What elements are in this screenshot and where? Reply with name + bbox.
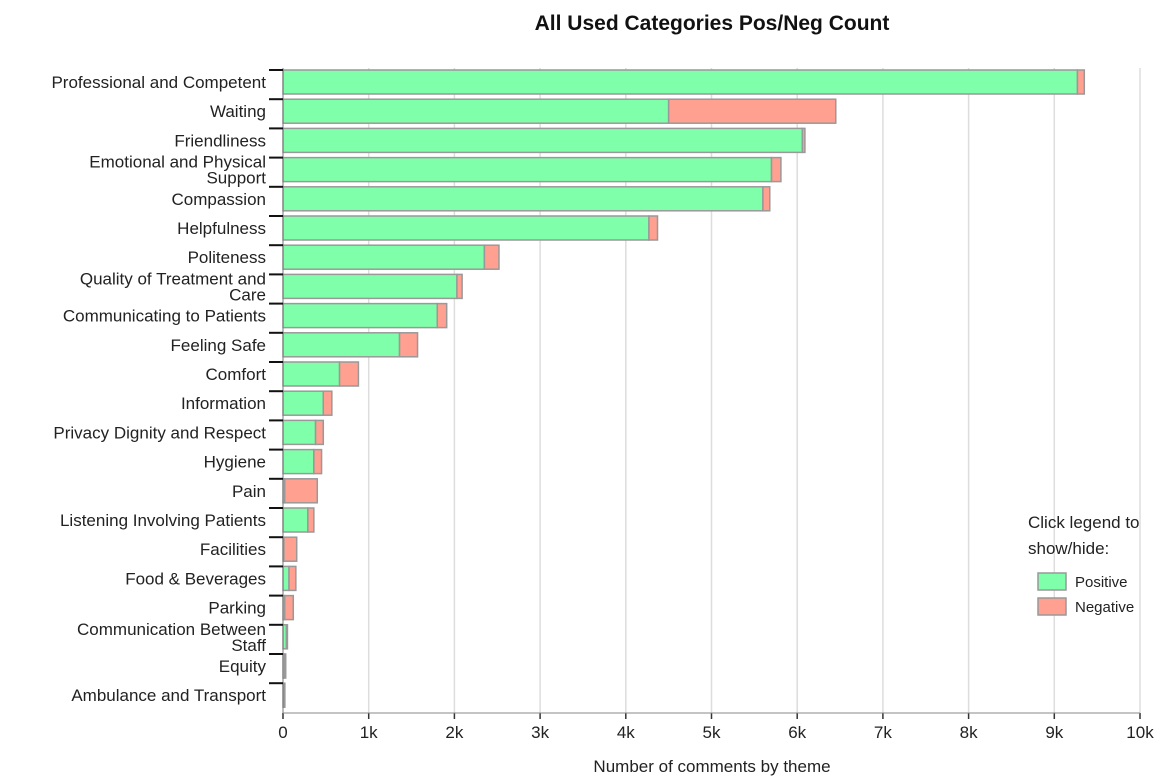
category-label-3-line-1: Support bbox=[206, 169, 266, 188]
bar-negative-13 bbox=[313, 448, 323, 475]
category-label-15: Listening Involving Patients bbox=[60, 511, 266, 530]
bar-negative-16 bbox=[283, 536, 298, 562]
bar-negative-15 bbox=[307, 507, 315, 533]
x-tick-label-4: 4k bbox=[617, 723, 635, 742]
bar-positive-10 bbox=[282, 361, 341, 387]
bar-negative-3 bbox=[770, 156, 782, 183]
category-label-18: Parking bbox=[208, 599, 266, 618]
chart-title: All Used Categories Pos/Neg Count bbox=[535, 12, 890, 35]
bar-positive-4 bbox=[282, 186, 764, 212]
bar-positive-5 bbox=[282, 215, 650, 241]
category-label-10: Comfort bbox=[206, 365, 267, 384]
bar-negative-0 bbox=[1076, 69, 1086, 95]
bar-negative-5 bbox=[648, 215, 659, 241]
bar-negative-12 bbox=[314, 419, 325, 446]
category-label-21: Ambulance and Transport bbox=[71, 686, 266, 705]
bar-positive-12 bbox=[282, 419, 317, 446]
category-label-17: Food & Beverages bbox=[125, 569, 266, 588]
bar-positive-3 bbox=[282, 156, 773, 183]
bar-positive-6 bbox=[282, 244, 486, 270]
category-label-16: Facilities bbox=[200, 540, 266, 559]
bar-negative-14 bbox=[283, 478, 319, 504]
bar-positive-2 bbox=[282, 127, 804, 154]
legend-item-positive[interactable]: Positive bbox=[1037, 572, 1128, 591]
category-label-11: Information bbox=[181, 394, 266, 413]
category-label-3-line-0: Emotional and Physical bbox=[89, 153, 266, 172]
bar-negative-20 bbox=[283, 653, 287, 679]
bars bbox=[282, 69, 1086, 708]
x-tick-label-1: 1k bbox=[360, 723, 378, 742]
category-label-1: Waiting bbox=[210, 102, 266, 121]
legend-swatch-negative bbox=[1037, 597, 1067, 616]
bar-positive-0 bbox=[282, 69, 1079, 95]
legend-swatch-positive bbox=[1037, 572, 1067, 591]
bar-positive-1 bbox=[282, 98, 670, 124]
bar-negative-7 bbox=[456, 273, 463, 300]
x-tick-label-0: 0 bbox=[278, 723, 287, 742]
category-label-19-line-0: Communication Between bbox=[77, 620, 266, 639]
bar-negative-17 bbox=[288, 565, 297, 592]
bar-negative-6 bbox=[483, 244, 500, 270]
bar-positive-13 bbox=[282, 448, 315, 475]
bar-negative-9 bbox=[398, 332, 419, 358]
bar-negative-1 bbox=[667, 98, 837, 124]
bar-negative-11 bbox=[322, 390, 333, 416]
bar-positive-8 bbox=[282, 302, 439, 329]
x-tick-label-7: 7k bbox=[874, 723, 892, 742]
x-tick-label-5: 5k bbox=[703, 723, 721, 742]
y-axis: Professional and Competent Waiting Friendl… bbox=[51, 68, 284, 713]
category-label-7-line-1: Care bbox=[229, 285, 266, 304]
category-label-8: Communicating to Patients bbox=[63, 307, 266, 326]
category-label-6: Politeness bbox=[188, 248, 266, 267]
x-tick-label-8: 8k bbox=[960, 723, 978, 742]
bar-positive-17 bbox=[282, 565, 290, 592]
category-label-13: Hygiene bbox=[204, 453, 266, 472]
x-tick-label-10: 10k bbox=[1126, 723, 1154, 742]
x-tick-label-9: 9k bbox=[1045, 723, 1063, 742]
bar-negative-8 bbox=[436, 302, 448, 329]
x-tick-label-6: 6k bbox=[788, 723, 806, 742]
bar-negative-19 bbox=[285, 624, 289, 650]
bar-negative-2 bbox=[801, 127, 806, 154]
category-label-2: Friendliness bbox=[174, 131, 266, 150]
bar-positive-15 bbox=[282, 507, 309, 533]
category-label-12: Privacy Dignity and Respect bbox=[53, 423, 266, 442]
x-tick-label-3: 3k bbox=[531, 723, 549, 742]
legend-help-text-1: show/hide: bbox=[1028, 539, 1109, 558]
bar-negative-21 bbox=[283, 682, 286, 708]
category-label-19-line-1: Staff bbox=[231, 636, 266, 655]
legend-item-negative[interactable]: Negative bbox=[1037, 597, 1134, 616]
category-label-14: Pain bbox=[232, 482, 266, 501]
legend-help-text-0: Click legend to bbox=[1028, 513, 1140, 532]
category-label-0: Professional and Competent bbox=[51, 73, 266, 92]
category-label-9: Feeling Safe bbox=[171, 336, 266, 355]
bar-negative-4 bbox=[762, 186, 771, 212]
legend: Click legend to show/hide: Positive Negativ… bbox=[1028, 513, 1140, 616]
bar-positive-11 bbox=[282, 390, 325, 416]
x-tick-label-2: 2k bbox=[445, 723, 463, 742]
category-label-7-line-0: Quality of Treatment and bbox=[80, 269, 266, 288]
category-label-20: Equity bbox=[219, 657, 267, 676]
legend-label-positive: Positive bbox=[1075, 574, 1128, 591]
bar-positive-7 bbox=[282, 273, 458, 300]
category-label-5: Helpfulness bbox=[177, 219, 266, 238]
bar-negative-18 bbox=[283, 594, 295, 621]
bar-positive-9 bbox=[282, 332, 401, 358]
x-axis: 0 1k 2k 3k 4k 5k 6k 7k 8k 9k 10k bbox=[278, 712, 1154, 742]
x-axis-label: Number of comments by theme bbox=[593, 757, 830, 776]
bar-negative-10 bbox=[338, 361, 360, 387]
legend-label-negative: Negative bbox=[1075, 599, 1134, 616]
category-label-4: Compassion bbox=[172, 190, 267, 209]
